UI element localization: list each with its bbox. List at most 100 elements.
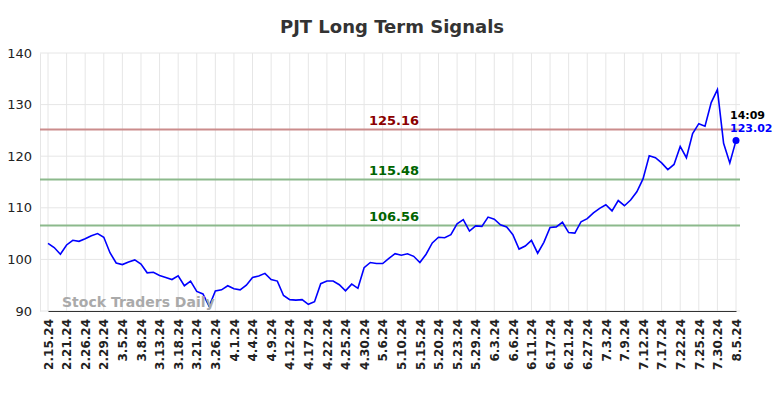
x-tick-label: 4.25.24: [339, 319, 353, 370]
grid-line: [40, 259, 740, 260]
x-tick-label: 5.29.24: [469, 319, 483, 370]
x-tick: 5.15.24: [414, 311, 428, 370]
x-tick: 5.20.24: [432, 311, 446, 370]
grid-line: [550, 53, 551, 311]
x-tick-label: 6.6.24: [507, 319, 521, 362]
x-tick: 4.4.24: [246, 311, 260, 362]
grid-line: [48, 53, 49, 311]
title: PJT Long Term Signals: [280, 16, 504, 37]
x-tick-label: 2.26.24: [79, 319, 93, 370]
x-axis: 2.15.24 2.21.24 2.26.24 2.29.24 3.5.24 3.8.24…: [42, 311, 744, 370]
x-tick: 3.26.24: [209, 311, 223, 370]
grid-line: [624, 53, 625, 311]
x-tick: 6.6.24: [507, 311, 521, 362]
level-label: 106.56: [369, 209, 419, 224]
price-line: [48, 90, 736, 307]
x-tick: 7.12.24: [637, 311, 651, 370]
x-tick: 2.15.24: [42, 311, 56, 370]
grid-line: [289, 53, 290, 311]
grid-line: [66, 53, 67, 311]
x-tick-label: 4.1.24: [228, 319, 242, 362]
x-tick: 7.9.24: [618, 311, 632, 362]
x-tick: 3.18.24: [172, 311, 186, 370]
x-tick-label: 7.22.24: [674, 319, 688, 370]
x-tick: 3.13.24: [153, 311, 167, 370]
x-tick: 2.21.24: [60, 311, 74, 370]
x-tick-label: 8.5.24: [730, 319, 744, 362]
signal-level: [40, 225, 740, 227]
grid-line: [252, 53, 253, 311]
grid-line: [736, 53, 737, 311]
x-tick-label: 5.20.24: [432, 319, 446, 370]
grid-line: [419, 53, 420, 311]
y-tick: 120: [7, 149, 40, 164]
y-tick: 130: [7, 97, 40, 112]
x-tick-label: 4.12.24: [283, 319, 297, 370]
labels: 125.16115.48106.5614:09123.02Stock Trade…: [62, 109, 772, 310]
y-tick: 90: [15, 304, 40, 319]
y-tick-label: 140: [7, 46, 32, 61]
x-tick-label: 2.21.24: [60, 319, 74, 370]
grid-line: [698, 53, 699, 311]
x-tick-label: 2.15.24: [42, 319, 56, 370]
x-tick: 7.25.24: [693, 311, 707, 370]
x-tick-label: 3.8.24: [135, 319, 149, 362]
y-tick: 110: [7, 200, 40, 215]
signal-level: [40, 179, 740, 181]
x-tick-label: 3.18.24: [172, 319, 186, 370]
x-tick-label: 3.5.24: [116, 319, 130, 362]
grid-line: [345, 53, 346, 311]
x-tick-label: 3.26.24: [209, 319, 223, 370]
x-tick-label: 7.17.24: [655, 319, 669, 370]
x-tick: 7.3.24: [600, 311, 614, 362]
x-tick: 4.12.24: [283, 311, 297, 370]
x-tick: 4.25.24: [339, 311, 353, 370]
grid-line: [568, 53, 569, 311]
grid-line: [364, 53, 365, 311]
x-tick: 4.1.24: [228, 311, 242, 362]
grid-line: [661, 53, 662, 311]
x-axis-line: [49, 311, 737, 312]
grid-line: [401, 53, 402, 311]
grid-line: [40, 156, 740, 157]
level-label: 115.48: [369, 163, 419, 178]
grid-line: [587, 53, 588, 311]
x-tick-label: 7.25.24: [693, 319, 707, 370]
x-tick: 8.5.24: [730, 311, 744, 362]
grid-line: [680, 53, 681, 311]
y-axis-line: [40, 54, 41, 312]
y-tick-label: 120: [7, 149, 32, 164]
grid-line: [178, 53, 179, 311]
y-tick-label: 130: [7, 97, 32, 112]
x-tick-label: 7.3.24: [600, 319, 614, 362]
x-tick-label: 7.12.24: [637, 319, 651, 370]
level-label: 125.16: [369, 113, 419, 128]
x-tick: 2.26.24: [79, 311, 93, 370]
grid-line: [196, 53, 197, 311]
x-tick-label: 4.22.24: [321, 319, 335, 370]
grid-line: [531, 53, 532, 311]
x-tick: 6.17.24: [544, 311, 558, 370]
chart: 901001101201301402.15.242.21.242.26.242.…: [0, 0, 784, 398]
grid-line: [271, 53, 272, 311]
grid-line: [512, 53, 513, 311]
x-tick-label: 2.29.24: [97, 319, 111, 370]
x-tick: 5.6.24: [376, 311, 390, 362]
x-tick: 5.10.24: [395, 311, 409, 370]
x-tick-label: 7.30.24: [711, 319, 725, 370]
grid-line: [233, 53, 234, 311]
x-tick-label: 5.15.24: [414, 319, 428, 370]
grid-line: [40, 311, 740, 312]
grid-line: [40, 53, 740, 54]
x-tick: 3.8.24: [135, 311, 149, 362]
x-tick-label: 5.10.24: [395, 319, 409, 370]
y-tick: 100: [7, 252, 40, 267]
x-tick-label: 6.17.24: [544, 319, 558, 370]
grid-line: [215, 53, 216, 311]
grid-line: [457, 53, 458, 311]
x-tick: 5.23.24: [451, 311, 465, 370]
last-value: 123.02: [730, 122, 772, 135]
y-axis: 90 100 110 120 130 140: [7, 46, 40, 319]
grid-line: [140, 53, 141, 311]
x-tick: 6.11.24: [525, 311, 539, 370]
